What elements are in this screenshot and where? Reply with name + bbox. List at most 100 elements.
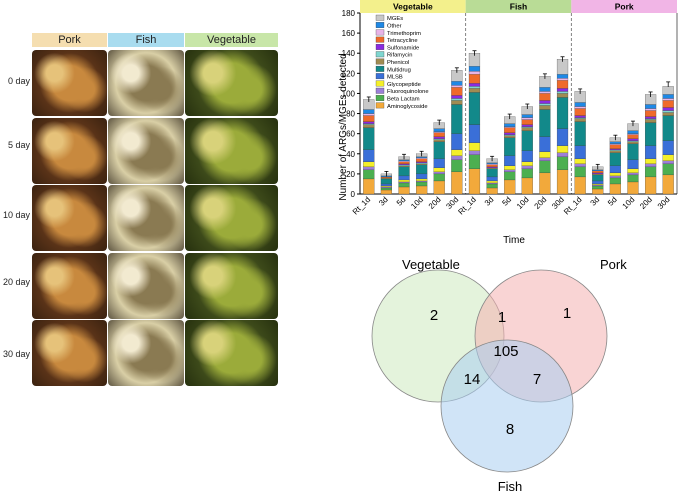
bar-segment-aminoglycoside [433, 180, 445, 195]
x-tick-label: Rt_1d [456, 195, 477, 216]
bar-segment-rifamycin [662, 110, 674, 113]
bar-segment-glycopeptide [609, 172, 621, 177]
legend-label-sulfonamide: Sulfonamide [387, 45, 419, 51]
bar-segment-rifamycin [451, 98, 463, 101]
legend-label-aminoglycoside: Aminoglycoside [387, 104, 428, 110]
bar-segment-trimethoprim [433, 131, 445, 133]
bar-segment-tetracycline [609, 144, 621, 149]
sample-photo-grid: Pork Fish Vegetable 0 day 5 day 10 day 2… [0, 0, 300, 400]
bar-segment-tetracycline [662, 100, 674, 108]
bar-segment-sulfonamide [539, 100, 551, 104]
y-tick-label: 40 [346, 150, 355, 159]
bar-segment-multidrug [451, 104, 463, 134]
bar-segment-beta-lactam [539, 160, 551, 174]
photo-pork-row-4 [32, 320, 107, 386]
bar-segment-aminoglycoside [574, 176, 586, 195]
x-tick-label: 5d [395, 195, 408, 208]
bar-segment-tetracycline [574, 108, 586, 116]
legend-label-rifamycin: Rifamycin [387, 53, 412, 59]
bar-segment-trimethoprim [451, 85, 463, 88]
bar-segment-glycopeptide [556, 145, 569, 153]
photo-row-0-day: 0 day [7, 76, 30, 86]
bar-segment-glycopeptide [644, 158, 657, 164]
group-header-label-pork: Pork [615, 2, 634, 12]
bar-segment-fluoroquinolone [486, 182, 498, 185]
x-tick-label: 20d [533, 195, 549, 211]
venn-diagram: Vegetable Pork Fish 2 1 8 1 105 14 7 [330, 252, 681, 494]
legend-swatch-beta-lactam [375, 95, 385, 101]
bar-segment-other [486, 162, 498, 164]
bar-segment-multidrug [380, 178, 393, 185]
bar-segment-mlsb [556, 128, 569, 146]
bar-segment-fluoroquinolone [451, 155, 463, 160]
bar-segment-sulfonamide [433, 136, 445, 139]
bar-segment-fluoroquinolone [363, 166, 375, 170]
bar-segment-multidrug [644, 122, 657, 146]
bar-segment-tetracycline [539, 93, 551, 101]
bar-segment-other [521, 114, 533, 118]
legend-swatch-glycopeptide [375, 80, 385, 87]
bar-segment-beta-lactam [486, 183, 498, 189]
y-tick-label: 0 [351, 190, 356, 199]
bar-segment-mlsb [398, 175, 410, 181]
photo-vegetable-row-4 [185, 320, 278, 386]
bar-segment-tetracycline [627, 134, 639, 139]
bar-segment-aminoglycoside [521, 177, 533, 195]
bar-segment-rifamycin [398, 164, 410, 166]
y-tick-label: 80 [346, 110, 355, 119]
bar-segment-other [416, 156, 428, 158]
bar-segment-beta-lactam [504, 171, 516, 181]
bar-segment-fluoroquinolone [609, 175, 621, 179]
bar-segment-other [574, 102, 586, 107]
venn-label-fish: Fish [498, 479, 523, 493]
legend-swatch-rifamycin [375, 51, 385, 58]
bar-segment-phenicol [433, 139, 445, 142]
bar-segment-mlsb [504, 155, 516, 166]
bar-segment-rifamycin [468, 86, 481, 89]
bar-segment-beta-lactam [416, 181, 428, 187]
photo-fish-row-3 [108, 253, 184, 319]
photo-row-30-day: 30 day [2, 349, 30, 359]
bar-segment-tetracycline [451, 87, 463, 96]
photo-row-10-day: 10 day [2, 210, 30, 220]
bar-segment-rifamycin [363, 123, 375, 125]
bar-segment-aminoglycoside [363, 178, 375, 195]
legend-swatch-mlsb [375, 73, 385, 80]
bar-segment-beta-lactam [609, 177, 621, 185]
photo-vegetable-row-0 [185, 50, 278, 116]
bar-segment-aminoglycoside [504, 179, 516, 195]
legend-label-mlsb: MLSB [387, 75, 403, 81]
bar-segment-aminoglycoside [609, 183, 621, 195]
bar-segment-sulfonamide [662, 107, 674, 111]
bar-segment-rifamycin [574, 117, 586, 119]
x-tick-label: 3d [483, 195, 496, 208]
bar-segment-other [627, 130, 639, 134]
bar-segment-beta-lactam [574, 166, 586, 178]
bar-segment-beta-lactam [627, 174, 639, 183]
bar-segment-beta-lactam [644, 166, 657, 178]
bar-segment-tetracycline [416, 158, 428, 162]
venn-count-pork-fish: 7 [533, 371, 541, 388]
legend-label-phenicol: Phenicol [387, 60, 409, 66]
bar-segment-sulfonamide [644, 116, 657, 119]
legend-label-multidrug: Multidrug [387, 67, 411, 73]
bar-segment-phenicol [556, 93, 569, 98]
bar-segment-multidrug [609, 152, 621, 166]
bar-segment-phenicol [363, 124, 375, 128]
bar-segment-trimethoprim [363, 113, 375, 116]
bar-segment-sulfonamide [521, 124, 533, 127]
bar-segment-aminoglycoside [539, 172, 551, 195]
bar-segment-mlsb [486, 176, 498, 182]
bar-segment-tetracycline [380, 176, 393, 179]
bar-segment-trimethoprim [662, 98, 674, 101]
bar-segment-aminoglycoside [380, 189, 393, 195]
bar-segment-beta-lactam [662, 163, 674, 176]
photo-pork-row-2 [32, 185, 107, 251]
bar-segment-phenicol [539, 105, 551, 110]
venn-count-fish-only: 8 [506, 421, 514, 438]
bar-segment-fluoroquinolone [662, 160, 674, 164]
bar-segment-other [363, 109, 375, 114]
bar-segment-fluoroquinolone [521, 165, 533, 169]
bar-segment-rifamycin [556, 91, 569, 94]
y-tick-label: 140 [342, 49, 356, 58]
